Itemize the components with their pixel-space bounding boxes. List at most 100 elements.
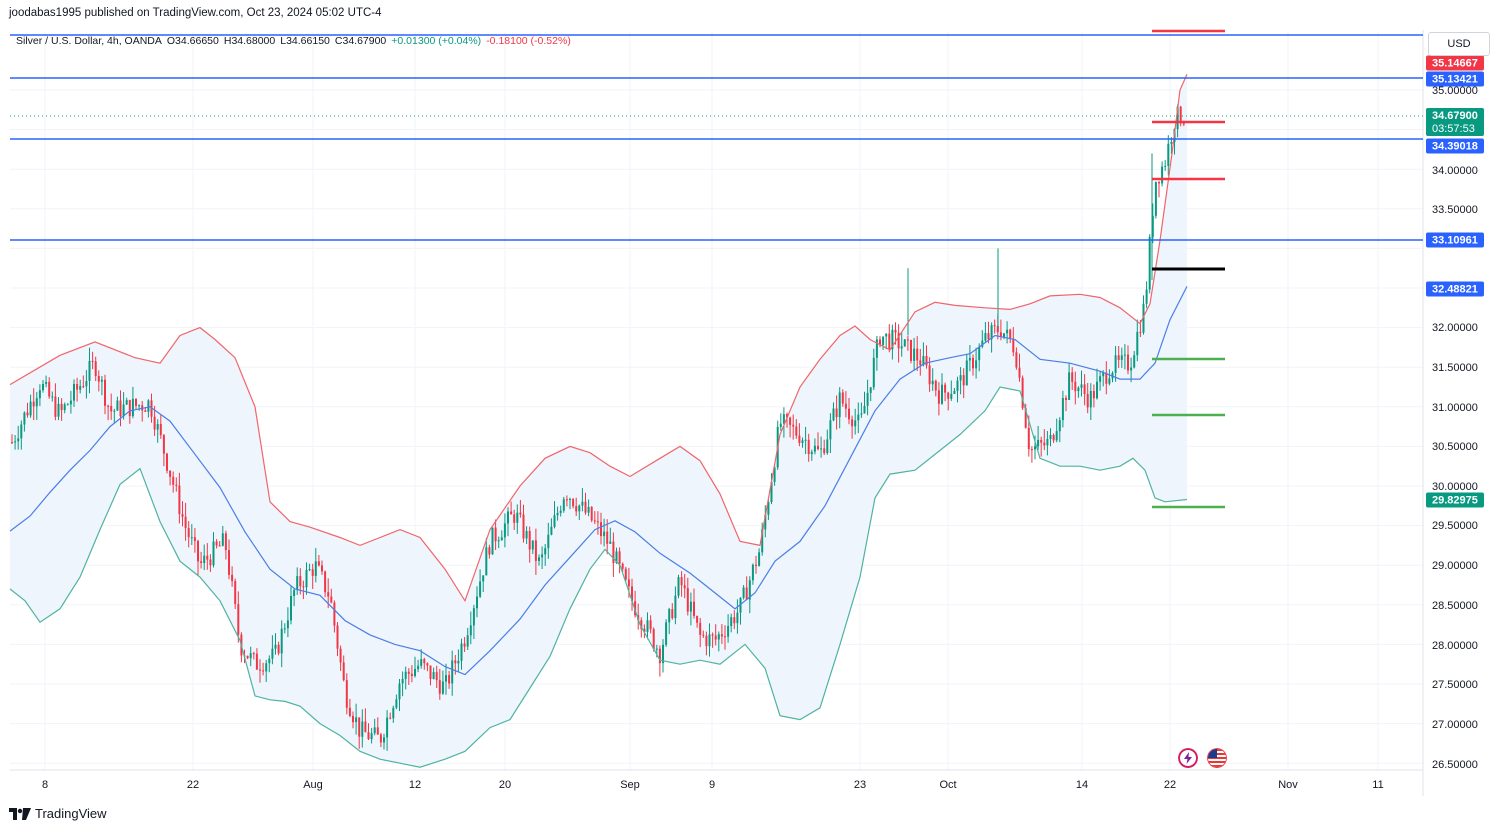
candle-body [519,512,522,515]
candle-body [491,527,494,555]
countdown-label: 03:57:53 [1432,123,1475,135]
candle-body [376,727,379,735]
candle-body [631,586,633,602]
candle-body [1127,354,1129,371]
candle-body [1117,355,1120,360]
candle-body [810,451,813,455]
footer-brand[interactable]: TradingView [9,806,107,821]
candle-body [801,440,804,443]
candle-body [860,413,863,415]
candle-body [1164,166,1167,167]
candle-body [1015,352,1018,368]
candle-body [590,507,593,521]
candle-body [193,537,196,541]
time-tick-label: 23 [854,779,866,791]
candle-body [175,484,178,486]
currency-selector[interactable]: USD [1428,32,1490,56]
candle-body [550,526,553,535]
candle-body [658,648,661,664]
candle-body [308,569,311,571]
candle-body [23,412,26,425]
candle-body [1161,166,1164,184]
flash-icon[interactable] [1178,748,1198,768]
candle-body [835,408,838,418]
low-value: L34.66150 [280,35,330,47]
candle-body [448,675,451,684]
candle-body [237,604,240,635]
candle-body [665,622,668,645]
candle-body [373,727,376,734]
candle-body [401,678,404,684]
candle-body [181,514,184,517]
candle-body [333,602,336,626]
candle-body [383,737,385,743]
candle-body [916,348,919,361]
candle-body [689,601,692,612]
candle-body [928,365,931,385]
candle-body [1120,355,1123,360]
candle-body [851,419,854,427]
candle-body [162,435,165,454]
candle-body [584,501,587,513]
candle-body [432,672,435,679]
price-tick-label: 29.00000 [1432,560,1478,572]
candle-body [212,541,215,566]
tradingview-logo-icon [9,807,31,820]
candle-body [978,346,981,361]
candle-body [900,346,903,349]
candle-body [389,717,392,719]
candle-body [556,512,559,516]
candle-body [643,628,646,632]
candle-body [1080,384,1083,388]
candle-body [153,416,156,430]
price-label-text: 35.13421 [1432,74,1478,86]
candle-body [615,551,618,564]
candle-body [596,521,599,523]
candle-body [1145,289,1148,304]
candle-body [1102,372,1105,377]
candle-body [705,635,708,647]
price-label-box [1426,281,1484,297]
candle-body [1139,331,1142,333]
candle-body [627,579,630,587]
candle-body [1027,427,1030,450]
candle-body [531,540,534,550]
candle-body [85,381,88,387]
candle-body [429,665,432,679]
candle-body [956,380,959,391]
candle-body [156,424,159,430]
candle-body [841,392,844,404]
candle-body [553,515,556,527]
candle-body [593,520,596,522]
candle-body [184,516,187,529]
candle-body [66,404,69,406]
candle-body [510,511,513,515]
candle-body [277,644,280,654]
price-tick-label: 28.50000 [1432,600,1478,612]
candle-body [996,326,999,333]
candle-body [305,569,308,588]
us-flag-icon[interactable] [1207,748,1227,768]
candle-body [1077,387,1080,392]
candle-body [761,529,764,553]
candle-body [395,699,398,708]
candle-body [795,426,798,436]
candle-body [125,400,128,405]
candle-body [934,380,937,391]
candle-body [200,561,203,563]
candle-body [972,357,974,369]
candle-body [417,665,420,670]
candle-body [69,400,72,405]
candle-body [302,586,305,588]
candle-body [410,673,413,676]
time-tick-label: Sep [620,779,640,791]
candle-body [441,681,444,694]
candle-body [879,339,881,346]
candle-body [953,390,956,394]
candle-body [361,721,364,737]
candle-body [119,400,122,417]
candle-body [897,332,900,349]
candle-body [342,662,345,681]
candle-body [990,325,993,340]
